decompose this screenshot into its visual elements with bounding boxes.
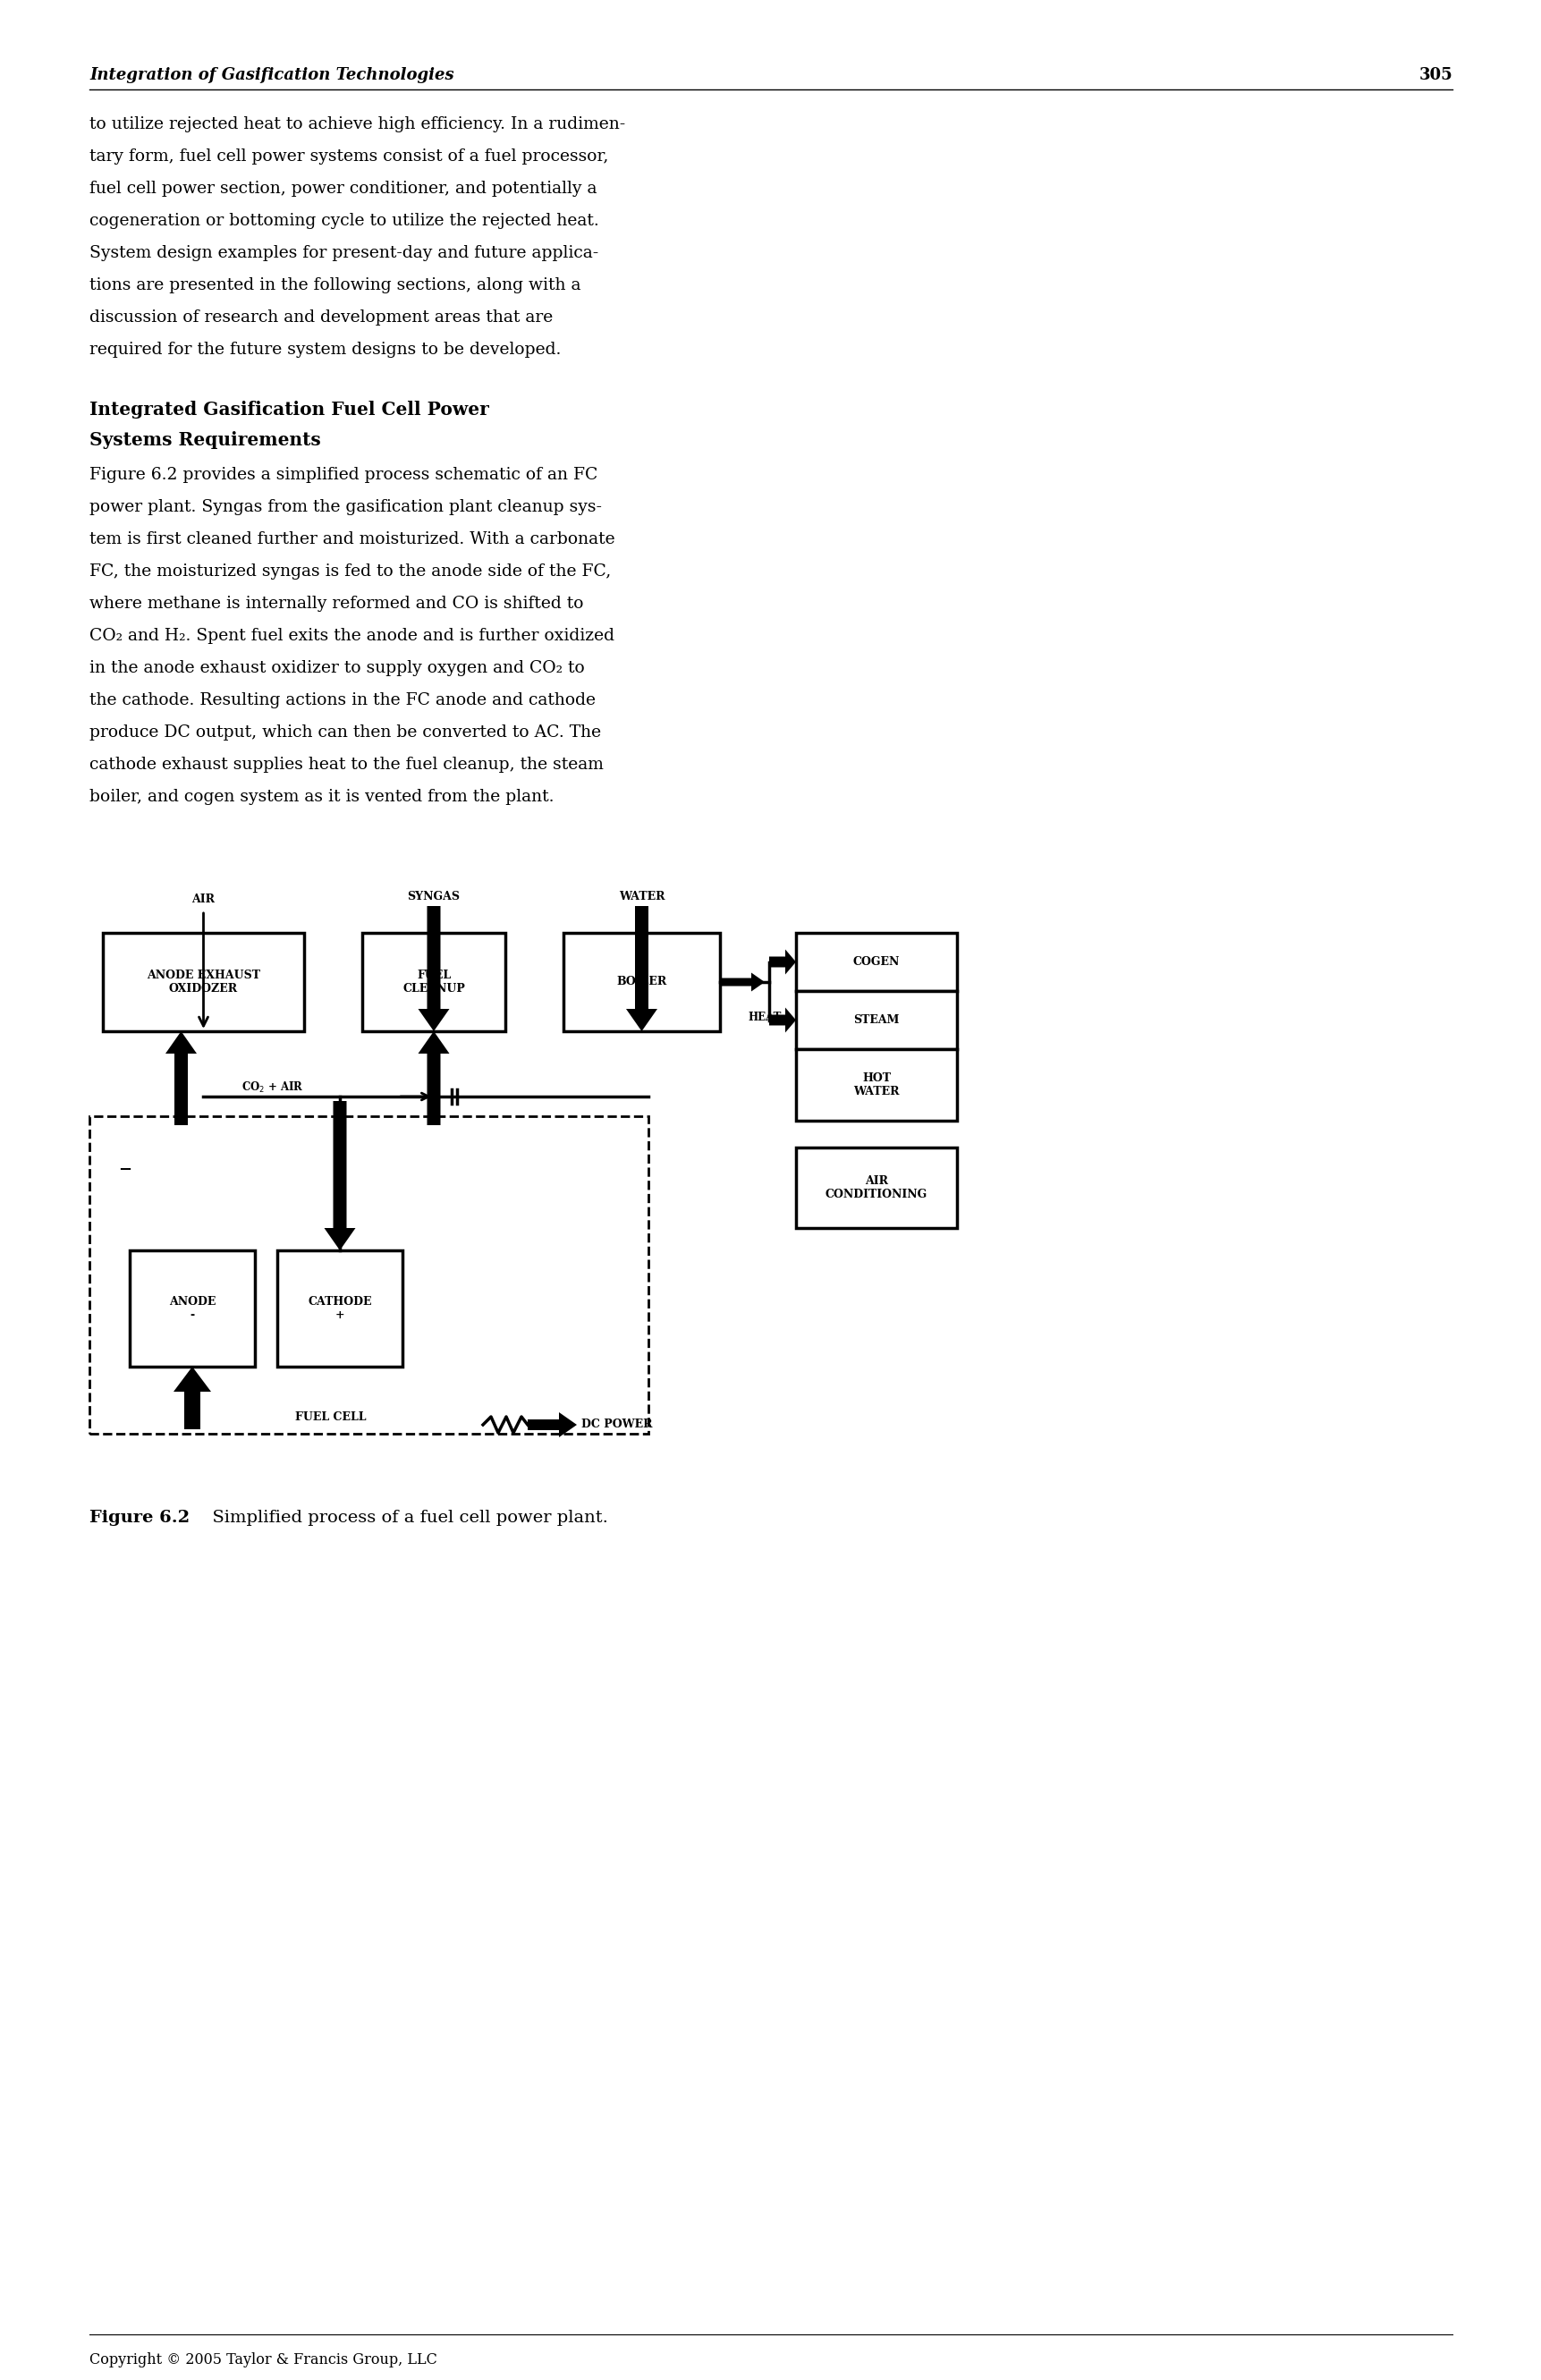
Text: System design examples for present-day and future applica-: System design examples for present-day a… — [89, 245, 598, 262]
Polygon shape — [418, 907, 448, 1031]
Text: HOT
WATER: HOT WATER — [854, 1073, 898, 1097]
Bar — [277, 1250, 402, 1366]
Text: DC POWER: DC POWER — [581, 1418, 652, 1430]
Text: 305: 305 — [1418, 67, 1452, 83]
Text: BOILER: BOILER — [616, 976, 666, 988]
Bar — [89, 1116, 649, 1433]
Bar — [795, 933, 957, 990]
Text: AIR: AIR — [191, 895, 216, 904]
Bar — [795, 990, 957, 1050]
Text: COGEN: COGEN — [852, 957, 900, 969]
Bar — [795, 1050, 957, 1121]
Text: tem is first cleaned further and moisturized. With a carbonate: tem is first cleaned further and moistur… — [89, 531, 615, 547]
Text: CO$_2$ + AIR: CO$_2$ + AIR — [242, 1081, 304, 1095]
Text: Figure 6.2 provides a simplified process schematic of an FC: Figure 6.2 provides a simplified process… — [89, 466, 598, 483]
Text: CO₂ and H₂. Spent fuel exits the anode and is further oxidized: CO₂ and H₂. Spent fuel exits the anode a… — [89, 628, 613, 645]
Polygon shape — [418, 1031, 448, 1126]
Text: the cathode. Resulting actions in the FC anode and cathode: the cathode. Resulting actions in the FC… — [89, 693, 595, 709]
Text: STEAM: STEAM — [854, 1014, 898, 1026]
Text: HEAT: HEAT — [747, 1012, 781, 1023]
Polygon shape — [165, 1031, 197, 1126]
Text: Integration of Gasification Technologies: Integration of Gasification Technologies — [89, 67, 453, 83]
Text: SYNGAS: SYNGAS — [407, 890, 459, 902]
Text: produce DC output, which can then be converted to AC. The: produce DC output, which can then be con… — [89, 724, 601, 740]
Text: Copyright © 2005 Taylor & Francis Group, LLC: Copyright © 2005 Taylor & Francis Group,… — [89, 2351, 438, 2368]
Text: FUEL
CLEANUP: FUEL CLEANUP — [402, 969, 465, 995]
Text: boiler, and cogen system as it is vented from the plant.: boiler, and cogen system as it is vented… — [89, 788, 553, 804]
Polygon shape — [527, 1411, 576, 1438]
Text: CATHODE
+: CATHODE + — [308, 1297, 371, 1321]
Text: Simplified process of a fuel cell power plant.: Simplified process of a fuel cell power … — [202, 1509, 607, 1526]
Polygon shape — [174, 1366, 211, 1430]
Bar — [362, 933, 505, 1031]
Text: −: − — [119, 1161, 133, 1178]
Text: in the anode exhaust oxidizer to supply oxygen and CO₂ to: in the anode exhaust oxidizer to supply … — [89, 659, 584, 676]
Bar — [129, 1250, 254, 1366]
Text: ANODE
-: ANODE - — [170, 1297, 216, 1321]
Text: tions are presented in the following sections, along with a: tions are presented in the following sec… — [89, 276, 581, 293]
Text: discussion of research and development areas that are: discussion of research and development a… — [89, 309, 553, 326]
Text: AIR
CONDITIONING: AIR CONDITIONING — [824, 1176, 928, 1200]
Text: ANODE EXHAUST
OXIDOZER: ANODE EXHAUST OXIDOZER — [146, 969, 260, 995]
Polygon shape — [769, 1007, 795, 1033]
Polygon shape — [626, 907, 656, 1031]
Text: WATER: WATER — [618, 890, 664, 902]
Text: to utilize rejected heat to achieve high efficiency. In a rudimen-: to utilize rejected heat to achieve high… — [89, 117, 626, 133]
Text: cathode exhaust supplies heat to the fuel cleanup, the steam: cathode exhaust supplies heat to the fue… — [89, 757, 603, 774]
Text: FUEL CELL: FUEL CELL — [296, 1411, 367, 1423]
Text: tary form, fuel cell power systems consist of a fuel processor,: tary form, fuel cell power systems consi… — [89, 148, 609, 164]
Text: Figure 6.2: Figure 6.2 — [89, 1509, 190, 1526]
Text: required for the future system designs to be developed.: required for the future system designs t… — [89, 343, 561, 357]
Bar — [562, 933, 720, 1031]
Bar — [103, 933, 304, 1031]
Polygon shape — [721, 973, 764, 992]
Text: Integrated Gasification Fuel Cell Power: Integrated Gasification Fuel Cell Power — [89, 400, 488, 419]
Text: where methane is internally reformed and CO is shifted to: where methane is internally reformed and… — [89, 595, 582, 612]
Text: FC, the moisturized syngas is fed to the anode side of the FC,: FC, the moisturized syngas is fed to the… — [89, 564, 610, 581]
Polygon shape — [324, 1102, 356, 1250]
Text: Systems Requirements: Systems Requirements — [89, 431, 321, 450]
Text: power plant. Syngas from the gasification plant cleanup sys-: power plant. Syngas from the gasificatio… — [89, 500, 601, 514]
Text: fuel cell power section, power conditioner, and potentially a: fuel cell power section, power condition… — [89, 181, 596, 198]
Bar — [795, 1147, 957, 1228]
Text: cogeneration or bottoming cycle to utilize the rejected heat.: cogeneration or bottoming cycle to utili… — [89, 212, 598, 228]
Polygon shape — [769, 950, 795, 973]
